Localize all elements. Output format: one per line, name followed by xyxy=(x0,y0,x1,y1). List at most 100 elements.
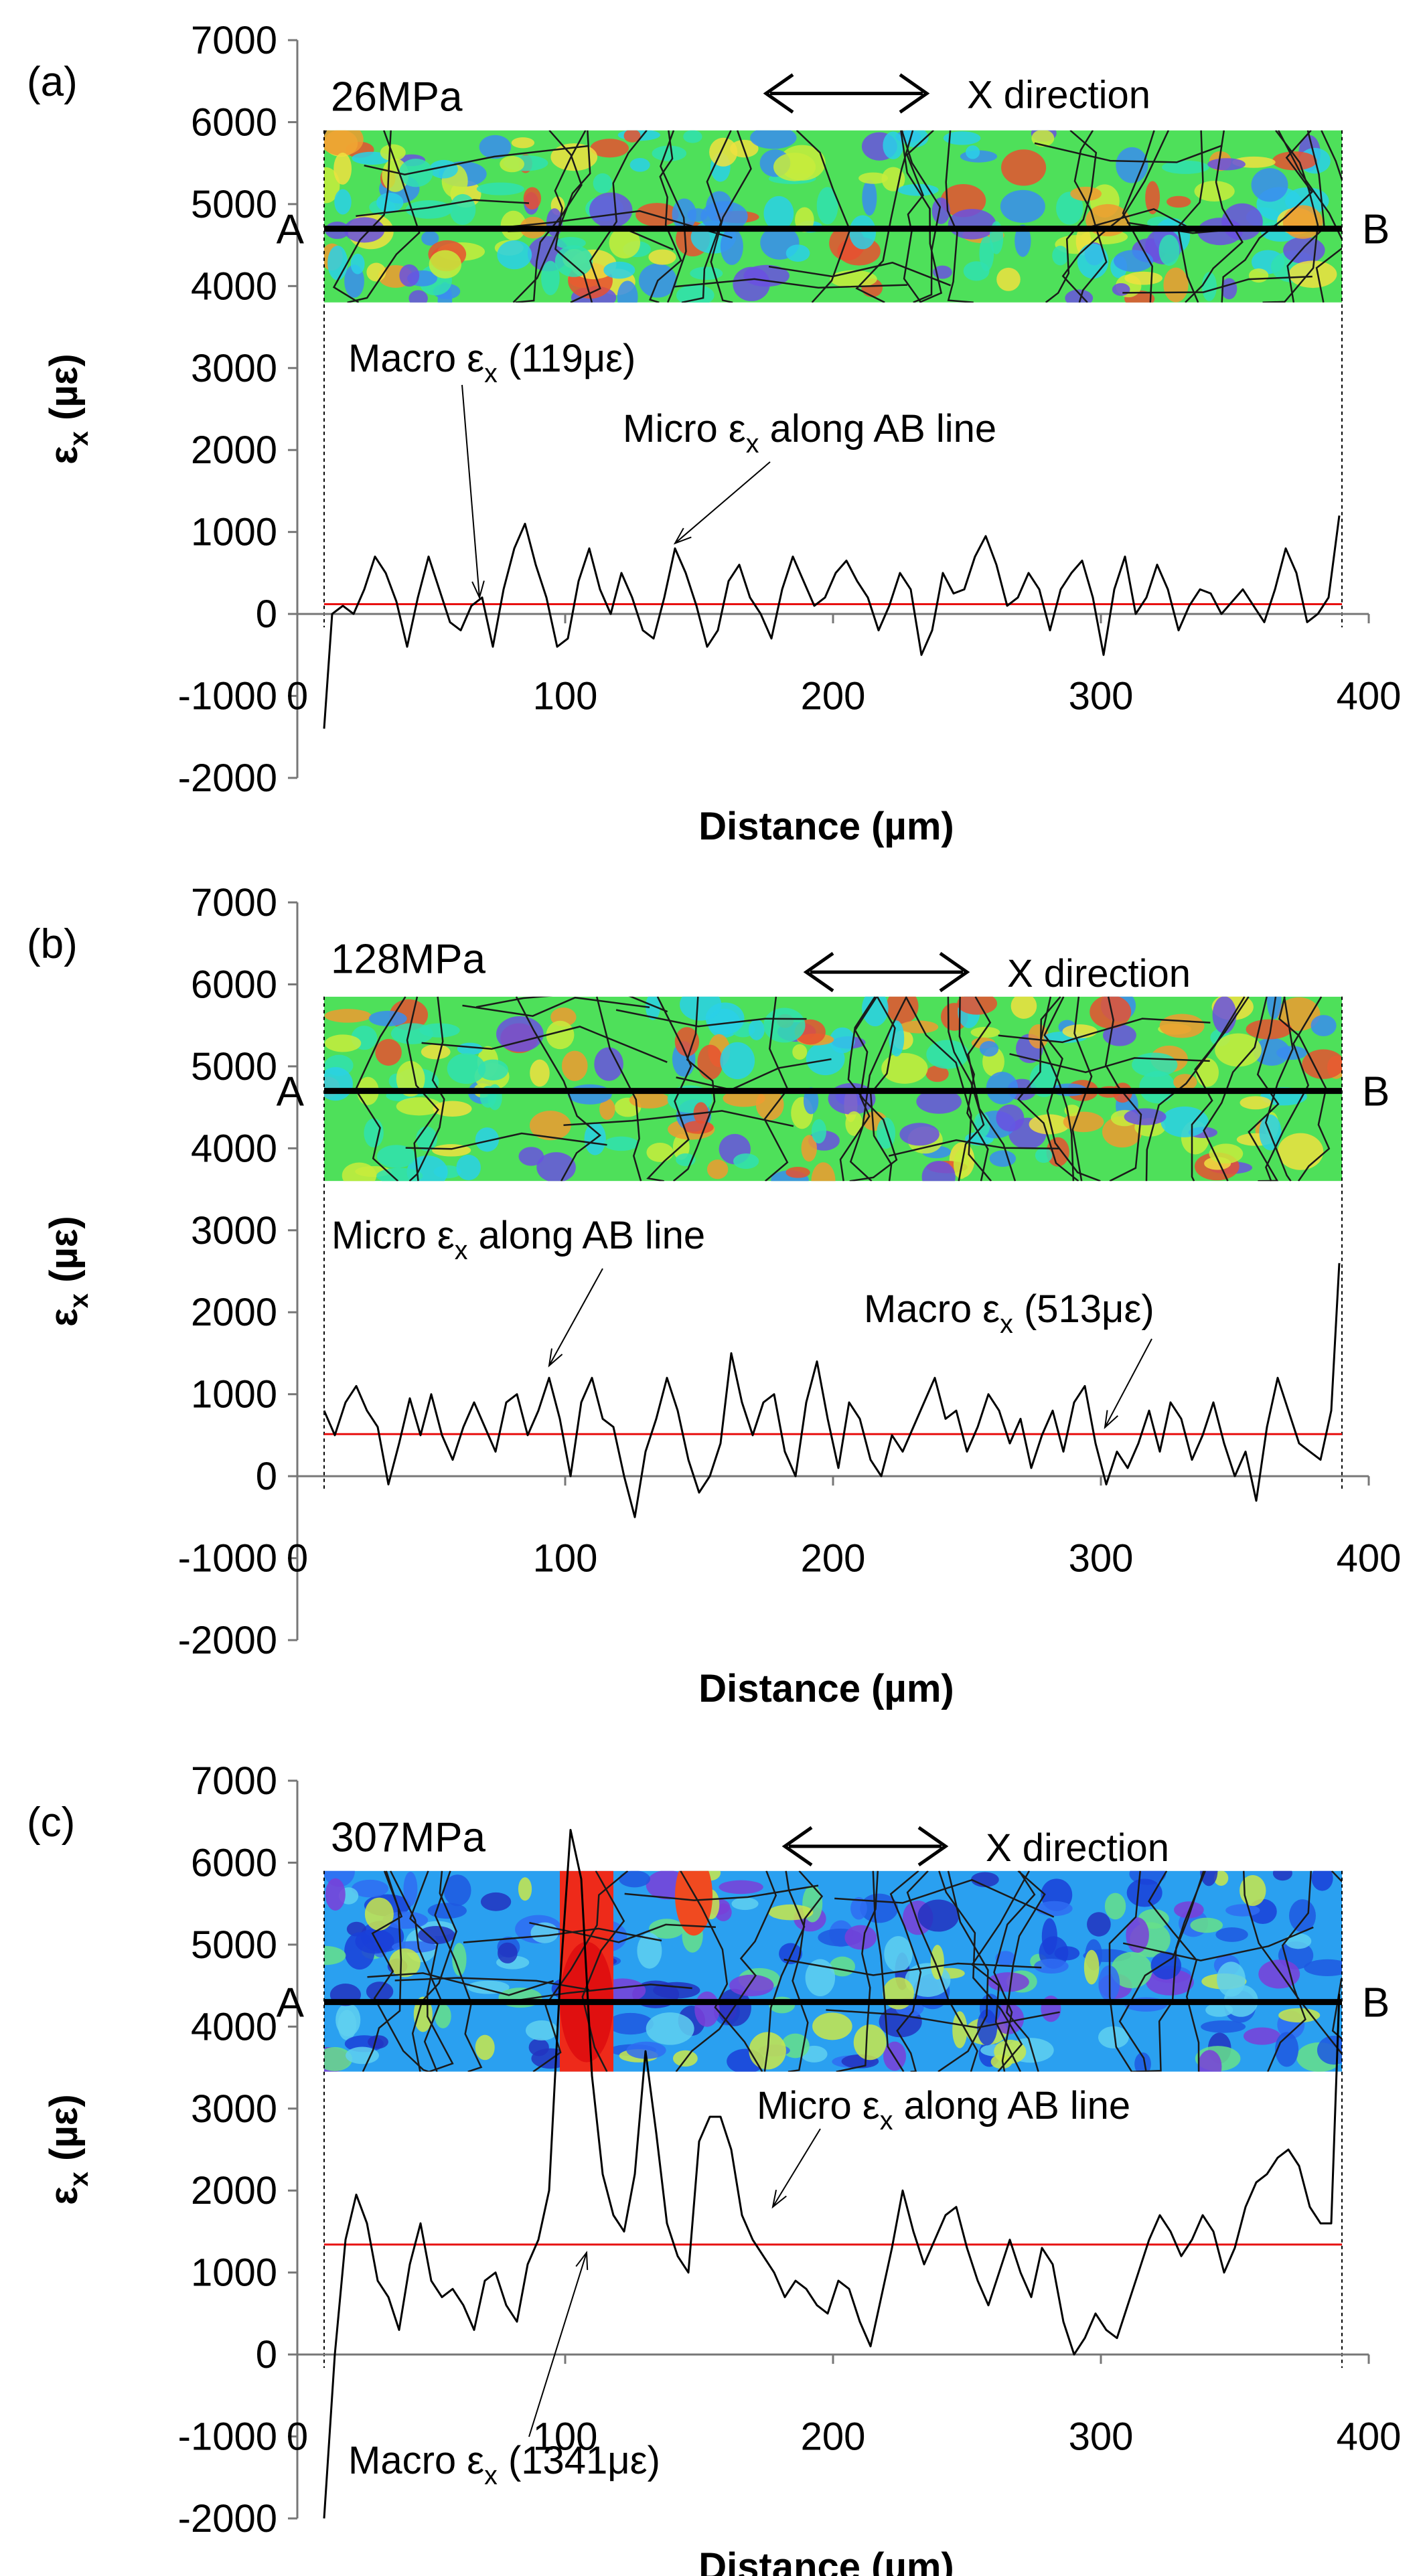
y-tick-label: 1000 xyxy=(191,2251,277,2295)
strain-map xyxy=(324,130,1342,303)
grain-boundary xyxy=(1122,275,1312,294)
strain-map-blob xyxy=(1160,1106,1209,1137)
grain-boundary xyxy=(906,1870,978,2072)
strain-map-blob xyxy=(858,172,889,184)
grain-boundary xyxy=(512,130,591,303)
strain-map xyxy=(324,1870,1342,2072)
strain-map-blob xyxy=(987,1972,1029,1992)
strain-map-blob xyxy=(1163,267,1189,303)
direction-label: X direction xyxy=(967,74,1150,117)
grain-boundary xyxy=(1191,996,1250,1182)
strain-map-blob xyxy=(1311,1870,1333,1891)
grain-boundary xyxy=(1264,996,1294,1182)
grain-boundary xyxy=(903,130,934,303)
strain-map-blob xyxy=(626,2041,666,2059)
direction-label: X direction xyxy=(1007,952,1191,995)
strain-map-blob xyxy=(748,1019,765,1040)
strain-map-blob xyxy=(731,1897,759,1911)
strain-map-blob xyxy=(801,1135,817,1162)
x-tick-label: 200 xyxy=(801,2415,866,2459)
direction-arrow-right-head xyxy=(899,73,930,114)
y-tick-label: 7000 xyxy=(191,881,277,924)
y-tick-label: 1000 xyxy=(191,511,277,554)
micro-leader-line xyxy=(772,2128,821,2208)
micro-strain-series-line xyxy=(323,1263,1341,1518)
y-axis-title: εx (µε) xyxy=(42,1216,94,1326)
strain-map-blob xyxy=(352,1879,389,1898)
x-tick-label: 100 xyxy=(533,2415,598,2459)
strain-map-blob xyxy=(523,187,542,210)
grain-boundary xyxy=(462,996,650,1017)
strain-map-blob xyxy=(467,1980,510,1994)
strain-map-blob xyxy=(380,144,406,161)
strain-map-blob xyxy=(792,1044,808,1060)
strain-map-blob xyxy=(729,1974,774,1997)
point-a-label: A xyxy=(277,1980,305,2026)
strain-map-blob xyxy=(529,1111,571,1141)
micro-strain-annotation-main: Micro ε xyxy=(331,1214,455,1257)
strain-map-blob xyxy=(1248,268,1269,283)
strain-map-blob xyxy=(1077,243,1109,279)
strain-map-blob xyxy=(811,1119,827,1144)
strain-map-blob xyxy=(977,2009,998,2046)
micro-leader-line-head xyxy=(673,528,692,545)
grain-boundary xyxy=(408,996,445,1182)
x-tick-label: 400 xyxy=(1337,1537,1402,1581)
grain-boundary xyxy=(855,130,914,303)
strain-map-blob xyxy=(418,1925,455,1945)
micro-strain-series-line xyxy=(323,1829,1341,2519)
strain-map-blob xyxy=(1167,195,1191,208)
strain-map-blob xyxy=(554,245,593,277)
y-axis-title-unit: (µε) xyxy=(42,1216,86,1293)
strain-map-blob xyxy=(862,179,877,216)
x-tick-label: 100 xyxy=(533,675,598,718)
grain-boundary xyxy=(971,1870,1030,2072)
strain-map-blob xyxy=(497,240,532,270)
micro-strain-annotation-sub: x xyxy=(746,429,759,459)
strain-map-blob xyxy=(476,182,524,195)
strain-map-blob xyxy=(589,192,633,228)
grain-boundary xyxy=(1108,1870,1141,2072)
micro-leader-line xyxy=(548,1268,603,1366)
strain-map-blob xyxy=(525,2020,558,2041)
strain-map-blob xyxy=(1197,2050,1222,2072)
grain-boundary xyxy=(518,1984,692,2002)
strain-map-blob xyxy=(364,1897,394,1931)
y-axis-title: εx (µε) xyxy=(42,2094,94,2204)
grain-boundary xyxy=(937,1870,989,2072)
strain-map-blob xyxy=(511,137,535,149)
strain-map-blob xyxy=(429,250,462,278)
strain-map-blob xyxy=(957,996,998,1015)
chart-panel-b: 70006000500040003000200010000-1000-20000… xyxy=(27,881,1401,1710)
grain-boundary xyxy=(394,1977,590,1991)
strain-map-blob xyxy=(452,1943,467,1976)
grain-boundary xyxy=(947,996,985,1182)
strain-map-blob xyxy=(1258,1959,1300,1989)
stress-label: 128MPa xyxy=(331,937,485,983)
grain-boundary xyxy=(411,1870,457,2072)
micro-leader-line-head xyxy=(548,1348,563,1368)
strain-map-blob xyxy=(1000,189,1045,223)
strain-map-blob xyxy=(334,189,352,215)
y-axis-title-unit: (µε) xyxy=(42,2094,86,2172)
y-axis-title-sub: x xyxy=(64,431,94,446)
x-axis-title: Distance (µm) xyxy=(698,2545,954,2576)
point-b-label: B xyxy=(1362,207,1390,253)
strain-map-blob xyxy=(755,1089,784,1121)
strain-map-blob xyxy=(1195,1058,1219,1087)
grain-boundary xyxy=(945,130,974,303)
grain-boundary xyxy=(409,1870,454,2072)
point-a-label: A xyxy=(277,1069,305,1115)
grain-boundary xyxy=(1185,130,1244,303)
strain-map-blob xyxy=(705,1002,745,1035)
strain-map-blob xyxy=(368,1010,407,1027)
grain-boundary xyxy=(581,1870,625,2072)
strain-map-blob xyxy=(963,261,990,281)
grain-boundary xyxy=(624,1884,819,1901)
grain-boundary xyxy=(1104,996,1142,1182)
grain-boundary xyxy=(1118,1870,1205,2072)
strain-map-blob xyxy=(706,1159,729,1180)
micro-strain-annotation-main: Micro ε xyxy=(623,407,746,451)
grain-boundary xyxy=(998,1018,1211,1044)
strain-map-blob xyxy=(719,1880,763,1895)
